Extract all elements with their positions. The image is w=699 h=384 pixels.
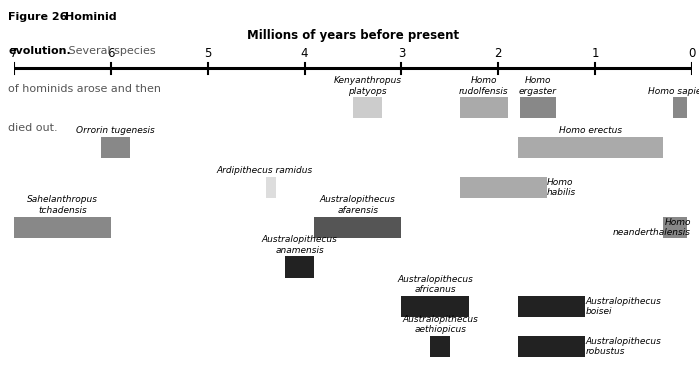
Bar [101, 137, 130, 158]
Bar [266, 177, 275, 198]
Text: 4: 4 [301, 47, 308, 60]
Text: Homo
rudolfensis: Homo rudolfensis [459, 76, 509, 96]
Bar [353, 98, 382, 118]
Text: Australopithecus
africanus: Australopithecus africanus [398, 275, 473, 295]
Text: 7: 7 [10, 47, 17, 60]
Text: Australopithecus
robustus: Australopithecus robustus [586, 337, 661, 356]
Text: of hominids arose and then: of hominids arose and then [8, 84, 161, 94]
Bar [672, 98, 687, 118]
Text: 6: 6 [107, 47, 115, 60]
Bar [315, 217, 401, 238]
Text: 5: 5 [204, 47, 211, 60]
Bar [401, 296, 469, 317]
Text: Kenyanthropus
platyops: Kenyanthropus platyops [333, 76, 402, 96]
Text: 2: 2 [494, 47, 502, 60]
Text: died out.: died out. [8, 123, 58, 133]
Text: Australopithecus
aethiopicus: Australopithecus aethiopicus [402, 315, 478, 334]
Text: Hominid: Hominid [65, 12, 117, 22]
Text: 3: 3 [398, 47, 405, 60]
Text: 1: 1 [591, 47, 599, 60]
Bar [518, 336, 586, 357]
Text: Figure 26: Figure 26 [8, 12, 68, 22]
Text: evolution.: evolution. [8, 46, 71, 56]
Bar [518, 296, 586, 317]
Text: Homo
neanderthalensis: Homo neanderthalensis [613, 218, 691, 237]
Bar [518, 137, 663, 158]
Bar [431, 336, 450, 357]
Bar [285, 257, 315, 278]
Bar [519, 98, 556, 118]
Text: Australopithecus
anamensis: Australopithecus anamensis [262, 235, 338, 255]
Text: Homo
habilis: Homo habilis [547, 178, 576, 197]
Text: Homo erectus: Homo erectus [559, 126, 622, 135]
Text: Orrorin tugenesis: Orrorin tugenesis [76, 126, 155, 135]
Text: Australopithecus
afarensis: Australopithecus afarensis [320, 195, 396, 215]
Text: Several species: Several species [65, 46, 156, 56]
Bar [14, 217, 111, 238]
Text: Sahelanthropus
tchadensis: Sahelanthropus tchadensis [27, 195, 98, 215]
Text: Homo
ergaster: Homo ergaster [519, 76, 557, 96]
Text: Millions of years before present: Millions of years before present [247, 30, 459, 42]
Text: Homo sapiens: Homo sapiens [649, 86, 699, 96]
Text: Australopithecus
boisei: Australopithecus boisei [586, 297, 661, 316]
Bar [459, 98, 508, 118]
Bar [663, 217, 687, 238]
Text: 0: 0 [689, 47, 696, 60]
Text: Ardipithecus ramidus: Ardipithecus ramidus [217, 166, 313, 175]
Bar [459, 177, 547, 198]
